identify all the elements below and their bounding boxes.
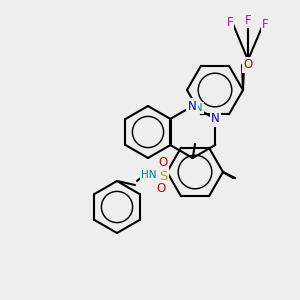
Text: F: F — [227, 16, 233, 28]
Text: S: S — [159, 170, 167, 184]
Text: F: F — [245, 14, 251, 26]
Text: O: O — [158, 157, 168, 169]
Text: N: N — [188, 100, 197, 112]
Text: HN: HN — [141, 170, 157, 180]
Text: O: O — [156, 182, 166, 196]
Text: O: O — [243, 58, 253, 71]
Text: HN: HN — [187, 103, 203, 113]
Text: N: N — [211, 112, 220, 125]
Text: F: F — [262, 19, 268, 32]
